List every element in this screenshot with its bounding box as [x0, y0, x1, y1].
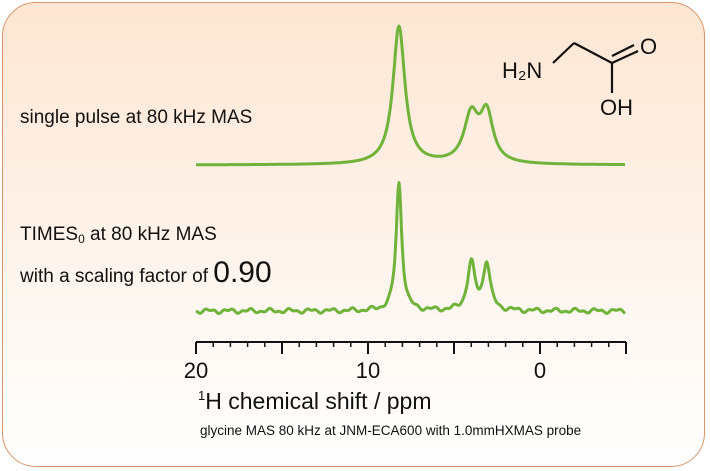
bottom-trace-label-subscript: 0 [78, 232, 85, 246]
molecule-bonds [552, 42, 639, 93]
bond-c-o-double-2 [611, 44, 635, 57]
top-trace-label: single pulse at 80 kHz MAS [20, 107, 253, 128]
x-axis: 20 10 0 [184, 341, 627, 383]
carbonyl-oxygen: O [640, 34, 657, 59]
x-axis-label-superscript: 1 [198, 388, 206, 403]
x-axis-label-main: H chemical shift / ppm [205, 388, 432, 414]
scaling-factor-label: with a scaling factor of 0.90 [20, 256, 272, 290]
figure-card [2, 2, 705, 467]
bottom-trace-label-suffix: at 80 kHz MAS [84, 224, 217, 245]
footnote: glycine MAS 80 kHz at JNM-ECA600 with 1.… [200, 423, 582, 438]
series-line-times0 [195, 181, 626, 315]
x-axis-label: 1H chemical shift / ppm [198, 388, 431, 415]
scaling-factor-value: 0.90 [213, 256, 272, 289]
bond-c-o-double-1 [611, 50, 639, 64]
x-tick-label: 10 [356, 358, 380, 383]
amine-group: H₂N [502, 58, 542, 83]
x-tick-label: 20 [184, 358, 208, 383]
scaling-factor-prefix: with a scaling factor of [20, 266, 214, 287]
bond-n-c [552, 42, 575, 64]
x-tick-label: 0 [534, 358, 546, 383]
hydroxyl-group: OH [600, 95, 633, 120]
bottom-trace-label-prefix: TIMES [20, 224, 79, 245]
series-line-single-pulse [195, 24, 626, 167]
bond-c-c [573, 42, 613, 64]
bottom-trace-label: TIMES0 at 80 kHz MAS [20, 224, 217, 246]
